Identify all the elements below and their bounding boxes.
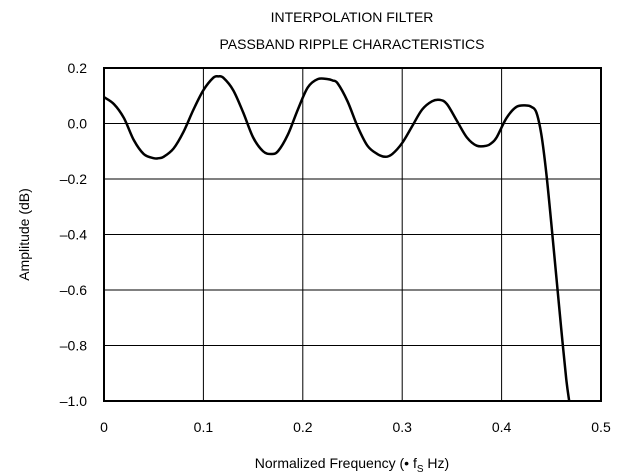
x-tick-label: 0.4 — [492, 419, 512, 435]
series-line — [103, 74, 571, 402]
chart-subtitle: PASSBAND RIPPLE CHARACTERISTICS — [219, 36, 484, 52]
x-axis-label-prefix: Normalized Frequency (• f — [255, 455, 417, 471]
series-layer — [103, 74, 571, 402]
x-tick-label: 0.3 — [392, 419, 412, 435]
y-tick-label: –0.2 — [60, 171, 87, 187]
x-tick-label: 0.5 — [591, 419, 611, 435]
x-axis-label-subscript: S — [417, 464, 424, 475]
grid-lines — [104, 68, 601, 401]
y-tick-labels: 0.2 0.0 –0.2 –0.4 –0.6 –0.8 –1.0 — [60, 60, 87, 409]
y-tick-label: –0.4 — [60, 227, 87, 243]
x-tick-label: 0.1 — [194, 419, 214, 435]
plot-frame — [103, 67, 602, 402]
y-axis-label: Amplitude (dB) — [16, 188, 32, 281]
x-tick-label: 0 — [100, 419, 108, 435]
x-tick-labels: 0 0.1 0.2 0.3 0.4 0.5 — [100, 419, 611, 435]
chart-title: INTERPOLATION FILTER — [271, 9, 434, 25]
y-tick-label: –0.8 — [60, 338, 87, 354]
y-tick-label: 0.0 — [68, 116, 88, 132]
x-axis-label: Normalized Frequency (• fS Hz) — [255, 455, 449, 475]
y-tick-label: 0.2 — [68, 60, 88, 76]
y-tick-label: –1.0 — [60, 393, 87, 409]
y-tick-label: –0.6 — [60, 282, 87, 298]
x-tick-label: 0.2 — [293, 419, 313, 435]
x-axis-label-suffix: Hz) — [424, 455, 450, 471]
